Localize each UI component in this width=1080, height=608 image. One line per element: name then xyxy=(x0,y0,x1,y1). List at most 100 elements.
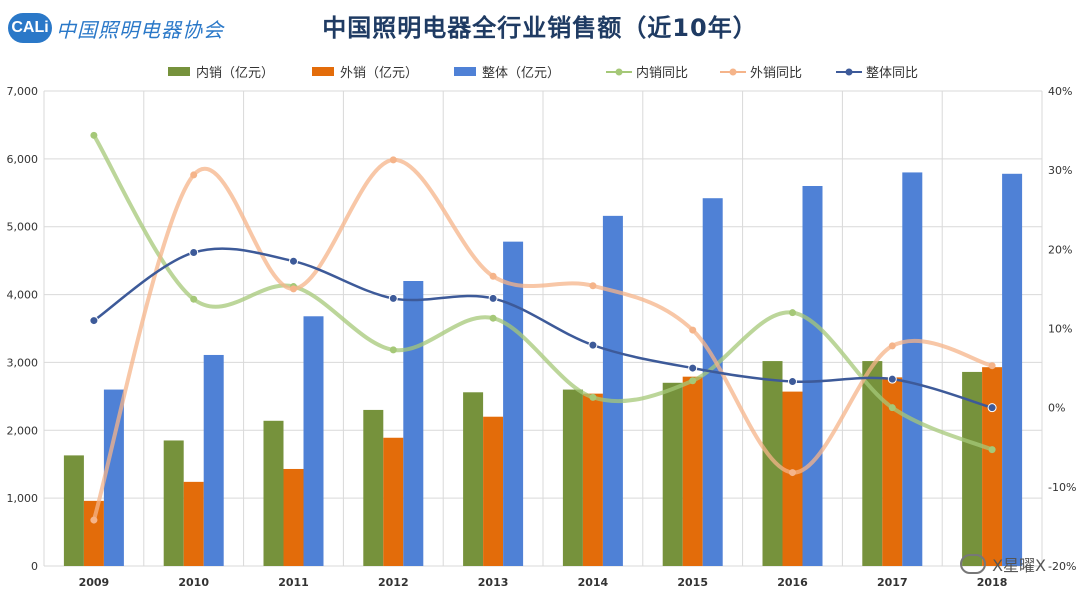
legend-label: 内销同比 xyxy=(636,65,688,81)
bar xyxy=(463,392,484,566)
y-left-tick-label: 3,000 xyxy=(7,356,39,369)
bar xyxy=(183,481,204,566)
legend-swatch xyxy=(454,67,476,76)
bar xyxy=(982,367,1003,566)
bar xyxy=(303,316,324,566)
logo: CALi 中国照明电器协会 xyxy=(8,8,224,48)
x-tick-label: 2013 xyxy=(478,576,509,589)
series-point xyxy=(489,314,497,322)
x-tick-label: 2014 xyxy=(578,576,609,589)
legend-marker xyxy=(615,68,623,76)
legend-label: 内销（亿元） xyxy=(196,65,274,81)
series-point xyxy=(988,446,996,454)
y-right-tick-label: -20% xyxy=(1048,560,1076,573)
series-point xyxy=(789,469,796,477)
series-point xyxy=(489,272,497,280)
series-point xyxy=(987,403,997,413)
series-point xyxy=(688,363,698,373)
bar xyxy=(63,455,84,566)
legend-swatch xyxy=(312,67,334,76)
series-point xyxy=(589,393,597,401)
series-point xyxy=(789,309,796,317)
bar xyxy=(263,420,284,566)
legend-label: 外销（亿元） xyxy=(340,66,418,81)
y-right-tick-label: -10% xyxy=(1048,481,1076,494)
bar xyxy=(882,377,903,566)
series-point xyxy=(888,404,896,412)
series-point xyxy=(689,326,697,334)
series-point xyxy=(689,377,697,385)
legend-label: 整体同比 xyxy=(866,66,918,81)
series-point xyxy=(189,248,199,257)
series-point xyxy=(90,131,98,139)
bar xyxy=(682,376,703,566)
series-point xyxy=(888,342,896,350)
logo-text: 中国照明电器协会 xyxy=(56,17,224,42)
y-right-tick-label: 0% xyxy=(1048,402,1065,415)
legend: 内销（亿元） 外销（亿元） 整体（亿元） 内销同比 外销同比 整体同比 xyxy=(168,65,918,81)
bar xyxy=(203,354,224,566)
bar xyxy=(962,371,983,566)
y-right-tick-label: 40% xyxy=(1048,85,1072,98)
x-tick-label: 2011 xyxy=(278,576,309,589)
y-left-tick-label: 0 xyxy=(31,560,38,573)
y-right-tick-label: 30% xyxy=(1048,164,1072,177)
bar xyxy=(363,409,384,566)
bar xyxy=(662,382,683,566)
y-left-tick-label: 7,000 xyxy=(7,85,39,98)
legend-label: 整体（亿元） xyxy=(482,66,560,81)
bar xyxy=(103,389,124,566)
bar xyxy=(503,241,524,566)
bar xyxy=(283,468,304,566)
y-left-tick-label: 4,000 xyxy=(7,289,39,302)
x-tick-label: 2016 xyxy=(777,576,808,589)
x-tick-label: 2012 xyxy=(378,576,409,589)
series-point xyxy=(488,293,498,303)
y-right-tick-label: 20% xyxy=(1048,243,1072,256)
bar xyxy=(383,437,404,566)
series-point xyxy=(190,171,198,179)
logo-mark: CALi xyxy=(8,13,52,43)
chart-title: 中国照明电器全行业销售额（近10年） xyxy=(322,14,758,42)
bar xyxy=(562,389,583,566)
bar xyxy=(403,281,424,566)
legend-swatch xyxy=(168,67,190,76)
x-tick-label: 2018 xyxy=(977,576,1008,589)
axes: 0 1,000 2,000 3,000 4,000 5,000 6,000 7,000 -20%… xyxy=(7,85,1077,589)
bar xyxy=(602,215,623,566)
bar xyxy=(862,361,883,566)
wechat-icon xyxy=(960,554,987,574)
series-point xyxy=(788,377,797,387)
y-left-tick-label: 2,000 xyxy=(7,424,39,437)
series-point xyxy=(389,156,397,164)
series-point xyxy=(90,516,98,524)
series-point xyxy=(290,285,297,293)
bar xyxy=(702,198,723,566)
bar xyxy=(483,416,504,566)
legend-label: 外销同比 xyxy=(750,66,802,81)
series-point xyxy=(388,293,398,303)
series-point xyxy=(389,346,397,354)
bar xyxy=(83,500,104,566)
series-point xyxy=(589,282,597,290)
bar xyxy=(902,172,923,566)
bar xyxy=(782,391,803,566)
bar xyxy=(163,440,184,566)
y-left-tick-label: 5,000 xyxy=(7,221,39,234)
x-tick-label: 2009 xyxy=(79,576,110,589)
series-line xyxy=(93,247,993,409)
x-tick-label: 2017 xyxy=(877,576,908,589)
y-left-tick-label: 1,000 xyxy=(7,492,39,505)
legend-marker xyxy=(729,68,737,76)
x-tick-label: 2010 xyxy=(178,576,209,589)
series-point xyxy=(887,374,897,384)
bar xyxy=(1002,173,1023,567)
series-point xyxy=(988,362,996,370)
series-point xyxy=(190,295,198,303)
series-point xyxy=(289,256,298,266)
legend-marker xyxy=(845,68,853,76)
series-point xyxy=(89,316,99,326)
y-left-tick-label: 6,000 xyxy=(7,153,39,166)
bar xyxy=(582,393,603,566)
